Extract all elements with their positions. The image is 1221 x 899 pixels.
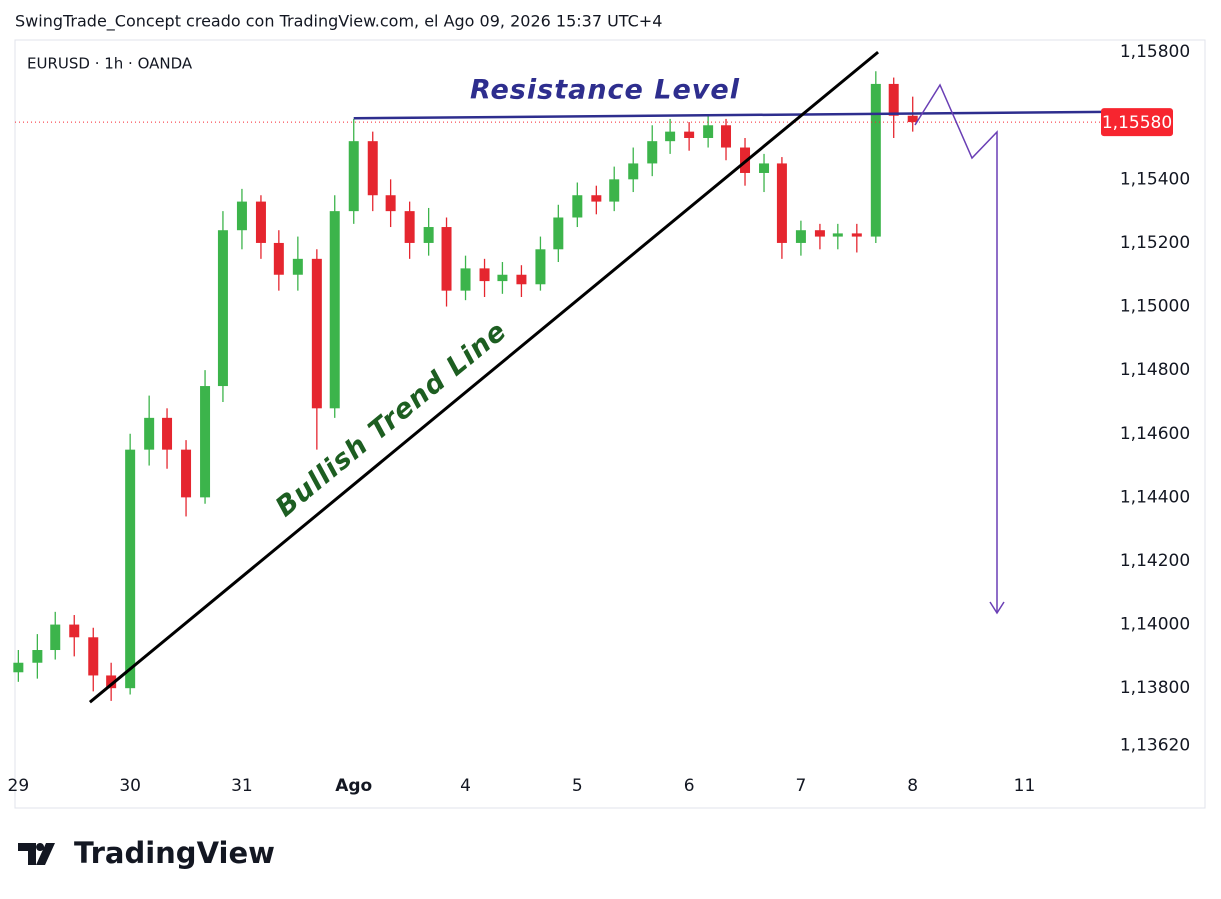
x-tick-label: 4 [460,776,471,796]
x-tick-label: 29 [8,776,30,796]
candle-body [106,675,117,689]
candle-body [50,624,61,651]
candle-body [814,230,825,237]
candle-body [69,624,80,638]
x-tick-label: 6 [684,776,695,796]
x-tick-label: 11 [1014,776,1036,796]
candle-body [13,662,24,673]
candle-body [181,449,192,498]
candle-body [776,163,787,243]
logo: TradingView [18,836,275,870]
candle-body [236,201,247,231]
x-tick-label: 30 [119,776,141,796]
candle-body [665,131,676,142]
candle-body [516,274,527,285]
candle-body [553,217,564,250]
y-tick-label: 1,15400 [1120,169,1190,189]
logo-icon [18,843,55,865]
candle-body [628,163,639,180]
candle-body [703,125,714,138]
candle-body [759,163,770,173]
candle-body [200,386,211,498]
candle-body [311,258,322,409]
candle-body [367,141,378,196]
y-tick-label: 1,14000 [1120,615,1190,635]
candle-body [273,242,284,275]
x-tick-label: 7 [796,776,807,796]
y-tick-label: 1,14400 [1120,487,1190,507]
y-tick-label: 1,15200 [1120,233,1190,253]
header: SwingTrade_Concept creado con TradingVie… [15,12,662,32]
x-tick-label: Ago [335,776,372,796]
candle-body [144,417,155,450]
candle-body [497,274,508,282]
candle-body [684,131,695,138]
candle-body [851,233,862,237]
candle-body [888,83,899,116]
symbol: EURUSD · 1h · OANDA [27,55,193,73]
candle-body [870,83,881,237]
logo-text: TradingView [74,836,275,870]
candle-body [162,417,173,450]
candle-body [441,227,452,291]
candle-body [32,650,43,663]
resistance-label: Resistance Level [470,75,740,106]
x-tick-label: 31 [231,776,253,796]
y-tick-label: 1,14800 [1120,360,1190,380]
candle-body [255,201,266,243]
candle-body [385,195,396,212]
resistance-line [353,110,1106,120]
trend-label: Bullish Trend Line [270,315,513,523]
candle-body [423,227,434,243]
candle-body [721,125,732,148]
candle-body [125,449,136,689]
candle-body [609,179,620,202]
candle-body [217,230,228,387]
y-tick-label: 1,15800 [1120,42,1190,62]
candle-body [832,233,843,237]
y-tick-label: 1,13620 [1120,735,1190,755]
y-tick-label: 1,13800 [1120,678,1190,698]
candle-body [88,637,99,676]
candle-body [591,195,602,202]
candle-body [479,268,490,282]
x-tick-label: 8 [907,776,918,796]
candle-body [795,230,806,243]
candle-body [292,258,303,275]
candle-body [329,211,340,409]
projection-path [914,83,998,612]
candle-body [460,268,471,291]
plot [13,50,1109,778]
y-tick-label: 1,14200 [1120,551,1190,571]
candle-body [907,115,918,123]
last-price-label: 1,15580 [1102,113,1172,133]
y-tick-label: 1,15000 [1120,297,1190,317]
candle-body [572,195,583,218]
candle-body [404,211,415,243]
trend-line [88,50,880,704]
last-price-box [1101,108,1173,137]
x-tick-label: 5 [572,776,583,796]
projection-arrow [989,601,1005,615]
candle-body [535,249,546,285]
candle-body [348,141,359,212]
chart-frame [14,39,1206,809]
y-tick-label: 1,14600 [1120,424,1190,444]
candle-body [647,141,658,164]
